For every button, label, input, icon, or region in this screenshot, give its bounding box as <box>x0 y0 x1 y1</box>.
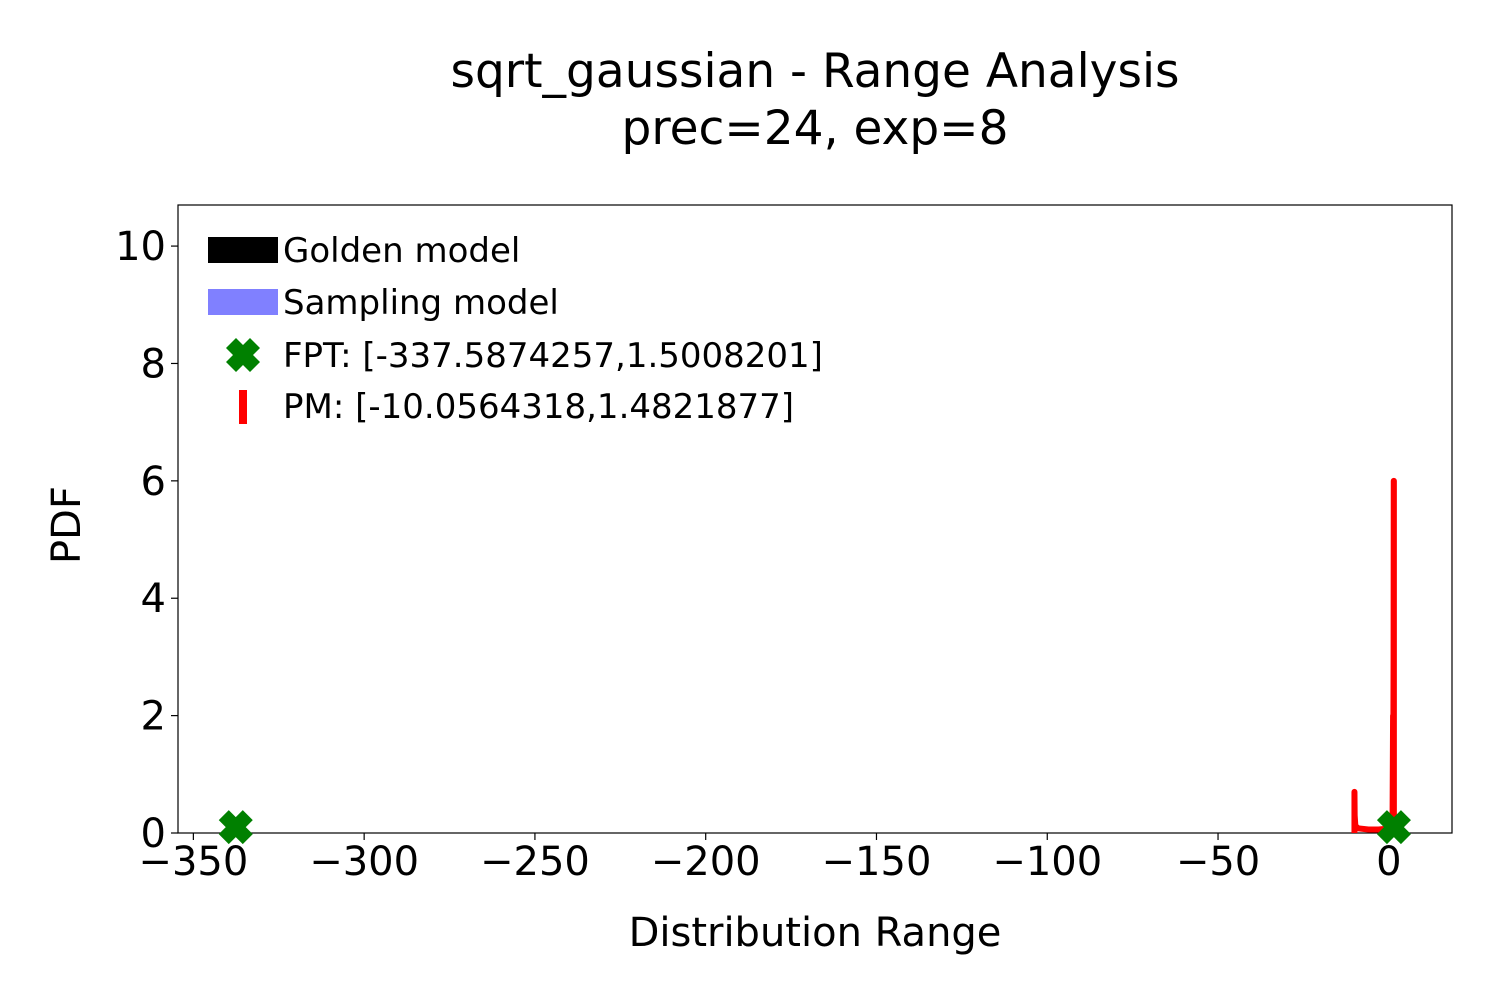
y-axis: 0 2 4 6 8 10 <box>115 224 178 857</box>
legend-swatch-fpt <box>226 338 260 372</box>
legend-label: Golden model <box>283 231 520 271</box>
x-tick-label: −300 <box>309 839 419 885</box>
x-tick-label: −100 <box>992 839 1102 885</box>
legend-swatch-sampling <box>208 289 278 315</box>
fpt-marker-point <box>218 810 253 845</box>
legend-label: Sampling model <box>283 283 559 323</box>
legend-swatch-pm <box>239 390 247 424</box>
fpt-marker-point <box>1376 810 1411 845</box>
x-tick-label: −50 <box>1176 839 1260 885</box>
legend-swatch-golden <box>208 237 278 263</box>
y-tick-label: 0 <box>141 811 166 857</box>
x-tick-label: −150 <box>822 839 932 885</box>
marker-layer <box>218 810 1411 845</box>
y-tick-label: 6 <box>141 459 166 505</box>
plot-area <box>177 204 1453 834</box>
x-axis-label: Distribution Range <box>629 910 1002 956</box>
legend: Golden model Sampling model FPT: [-337.587… <box>208 231 823 427</box>
chart-title-line-2: prec=24, exp=8 <box>622 101 1009 156</box>
y-tick-label: 2 <box>141 694 166 740</box>
x-tick-label: −250 <box>480 839 590 885</box>
y-tick-label: 8 <box>141 341 166 387</box>
x-tick-label: −350 <box>138 839 248 885</box>
legend-label: PM: [-10.0564318,1.4821877] <box>283 387 794 427</box>
x-axis: −350 −300 −250 −200 −150 −100 −50 0 <box>138 833 1402 885</box>
y-tick-label: 10 <box>115 224 166 270</box>
x-tick-label: −200 <box>651 839 761 885</box>
chart-title-line-1: sqrt_gaussian - Range Analysis <box>450 44 1179 99</box>
y-tick-label: 4 <box>141 576 166 622</box>
y-axis-label: PDF <box>44 486 90 564</box>
x-tick-label: 0 <box>1376 839 1401 885</box>
legend-label: FPT: [-337.5874257,1.5008201] <box>283 336 823 376</box>
